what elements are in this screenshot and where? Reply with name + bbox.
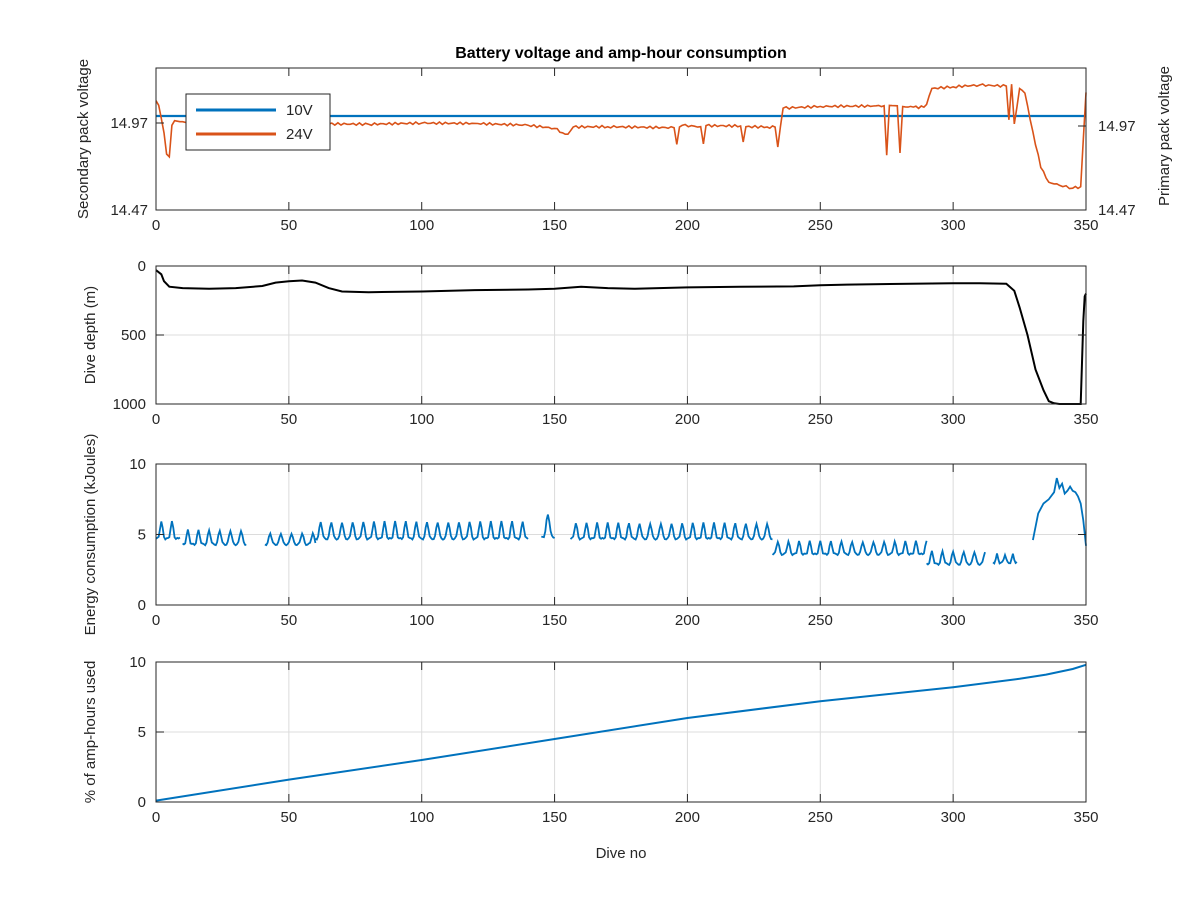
y-tick-label: 0: [138, 597, 146, 614]
energy-segment-line: [155, 520, 181, 541]
x-tick-label: 350: [1073, 809, 1098, 826]
energy-segment-line: [314, 520, 529, 541]
x-tick-label: 0: [152, 809, 160, 826]
y-left-tick-label: 14.97: [110, 115, 148, 132]
x-tick-label: 300: [941, 411, 966, 428]
depth-line: [155, 269, 1087, 405]
energy-segment-line: [264, 530, 317, 547]
x-tick-label: 100: [409, 612, 434, 629]
x-tick-label: 100: [409, 809, 434, 826]
y-tick-label: 5: [138, 724, 146, 741]
panel-3: 0 50 100 150 200 250 300 350 0 5 10 Energy consumpt…: [82, 434, 1099, 636]
x-axis-label: Dive no: [596, 845, 647, 862]
axis-box: [155, 661, 1087, 803]
x-tick-label: 100: [409, 217, 434, 234]
axis-box: [155, 265, 1087, 405]
panel-2: 0 50 100 150 200 250 300 350 0 500 1000 Dive depth …: [82, 258, 1099, 428]
x-tick-label: 200: [675, 612, 700, 629]
figure-title: Battery voltage and amp-hour consumption: [455, 45, 787, 62]
x-tick-label: 300: [941, 612, 966, 629]
x-tick-label: 0: [152, 411, 160, 428]
x-tick-label: 50: [281, 217, 298, 234]
y-left-axis-label: Secondary pack voltage: [75, 59, 92, 219]
y-axis-label: % of amp-hours used: [82, 661, 99, 804]
energy-segment-line: [182, 526, 247, 547]
y-tick-label: 10: [129, 654, 146, 671]
series-group: [155, 477, 1087, 567]
x-tick-label: 50: [281, 809, 298, 826]
energy-segment-line: [569, 520, 773, 541]
axis-box: [155, 67, 1087, 211]
x-tick-label: 0: [152, 612, 160, 629]
x-tick-label: 200: [675, 217, 700, 234]
y-right-tick-label: 14.47: [1098, 202, 1136, 219]
x-tick-label: 150: [542, 809, 567, 826]
y-tick-label: 500: [121, 327, 146, 344]
y-left-tick-label: 14.47: [110, 202, 148, 219]
energy-tail-line: [1032, 477, 1087, 546]
x-tick-label: 150: [542, 411, 567, 428]
x-tick-label: 350: [1073, 217, 1098, 234]
energy-segment-line: [771, 538, 928, 557]
y-tick-label: 0: [138, 258, 146, 275]
legend-label: 10V: [286, 102, 313, 119]
y-axis-label: Energy consumption (kJoules): [82, 434, 99, 636]
x-tick-label: 350: [1073, 612, 1098, 629]
y-tick-label: 1000: [113, 396, 146, 413]
y-tick-label: 10: [129, 456, 146, 473]
y-tick-label: 5: [138, 527, 146, 544]
x-tick-label: 150: [542, 612, 567, 629]
x-tick-label: 250: [808, 809, 833, 826]
x-tick-label: 200: [675, 809, 700, 826]
y-axis-label: Dive depth (m): [82, 286, 99, 384]
axis-box: [155, 463, 1087, 606]
x-tick-label: 250: [808, 612, 833, 629]
x-tick-label: 50: [281, 612, 298, 629]
panel-4: 0 50 100 150 200 250 300 350 0 5 10 % of amp-hours …: [82, 654, 1099, 826]
x-tick-label: 300: [941, 809, 966, 826]
legend-label: 24V: [286, 126, 313, 143]
y-right-tick-label: 14.97: [1098, 118, 1136, 135]
legend-box: [185, 93, 331, 151]
x-tick-label: 0: [152, 217, 160, 234]
x-tick-label: 250: [808, 411, 833, 428]
energy-segment-line: [926, 547, 986, 567]
x-tick-label: 250: [808, 217, 833, 234]
energy-segment-line: [992, 552, 1018, 565]
x-tick-label: 150: [542, 217, 567, 234]
series-group: [155, 663, 1087, 802]
x-tick-label: 200: [675, 411, 700, 428]
series-group: [155, 269, 1087, 405]
x-tick-label: 350: [1073, 411, 1098, 428]
amp-hours-line: [155, 663, 1087, 802]
x-tick-label: 100: [409, 411, 434, 428]
x-tick-label: 300: [941, 217, 966, 234]
y-right-axis-label: Primary pack voltage: [1156, 66, 1173, 206]
y-tick-label: 0: [138, 794, 146, 811]
energy-segment-line: [541, 514, 556, 539]
x-tick-label: 50: [281, 411, 298, 428]
